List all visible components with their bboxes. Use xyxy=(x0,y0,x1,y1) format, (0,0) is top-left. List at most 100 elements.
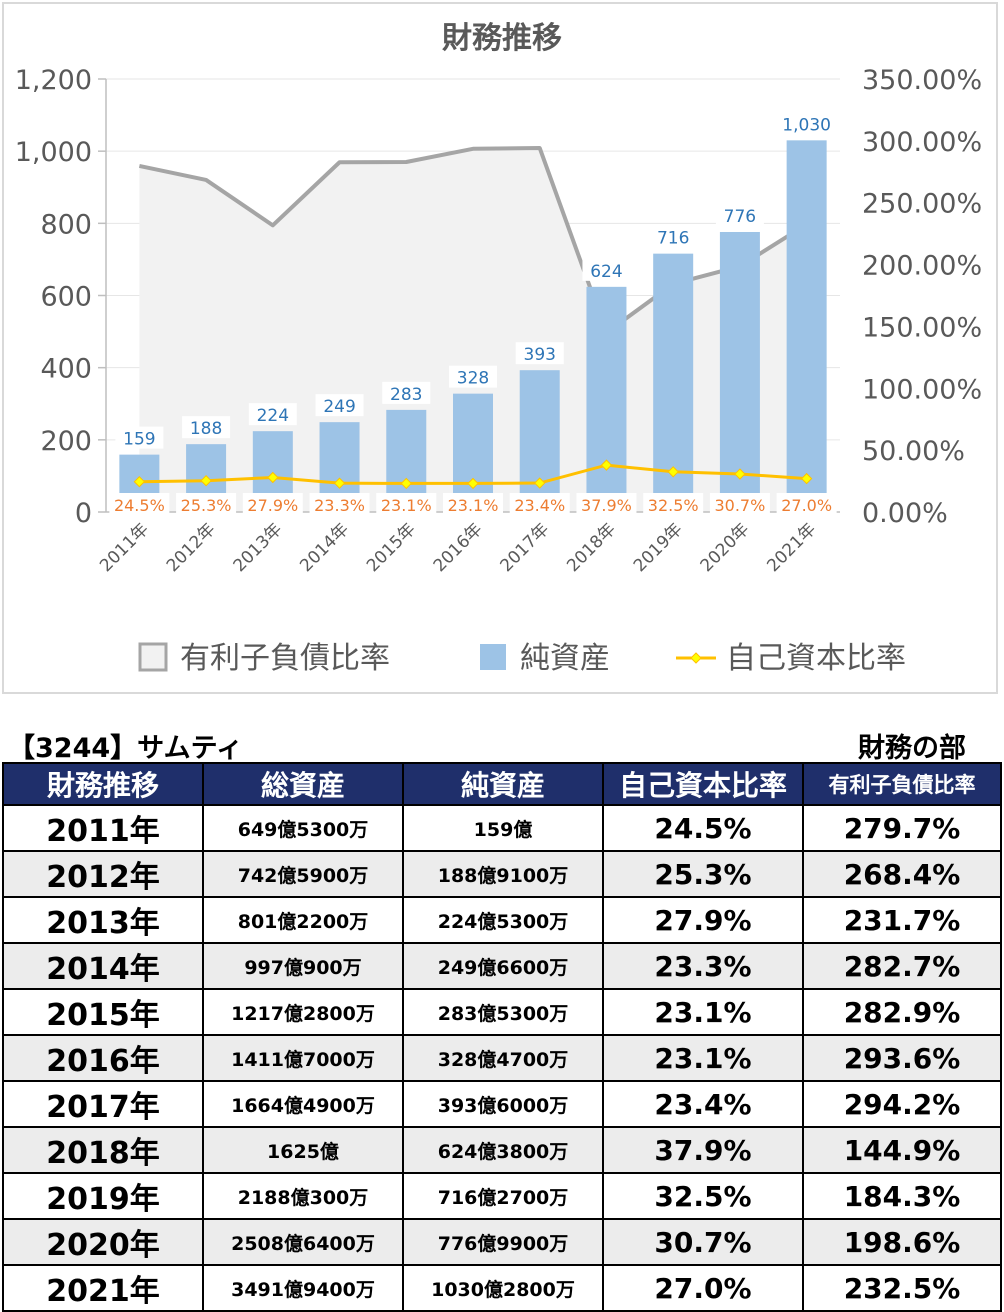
header-net-assets: 純資産 xyxy=(402,762,604,806)
cell-year: 2017年 xyxy=(2,1080,204,1128)
line-label: 27.9% xyxy=(247,496,298,515)
cell-equity-ratio: 23.3% xyxy=(602,942,804,990)
line-label-bg xyxy=(176,493,237,516)
line-label: 25.3% xyxy=(181,496,232,515)
cell-debt-ratio: 231.7% xyxy=(802,896,1002,944)
cell-year: 2015年 xyxy=(2,988,204,1036)
line-label: 27.0% xyxy=(781,496,832,515)
bar-net-assets xyxy=(786,140,827,512)
cell-total-assets: 801億2200万 xyxy=(202,896,404,944)
cell-debt-ratio: 293.6% xyxy=(802,1034,1002,1082)
cell-equity-ratio: 37.9% xyxy=(602,1126,804,1174)
bar-label: 283 xyxy=(390,385,422,405)
table-row: 2012年 742億5900万 188億9100万 25.3% 268.4% xyxy=(2,850,1002,898)
cell-net-assets: 393億6000万 xyxy=(402,1080,604,1128)
line-label-bg xyxy=(309,493,370,516)
y-left-tick-label: 0 xyxy=(75,498,92,529)
bar-label: 328 xyxy=(457,369,489,389)
table-row: 2015年 1217億2800万 283億5300万 23.1% 282.9% xyxy=(2,988,1002,1036)
cell-net-assets: 283億5300万 xyxy=(402,988,604,1036)
cell-total-assets: 2188億300万 xyxy=(202,1172,404,1220)
bar-label-bg xyxy=(782,112,831,135)
line-label: 23.1% xyxy=(381,496,432,515)
line-marker xyxy=(400,477,412,490)
y-right-tick-label: 200.00% xyxy=(862,251,982,282)
y-left-tick-label: 200 xyxy=(40,426,92,457)
cell-year: 2018年 xyxy=(2,1126,204,1174)
table-row: 2017年 1664億4900万 393億6000万 23.4% 294.2% xyxy=(2,1080,1002,1128)
line-label-bg xyxy=(509,493,570,516)
chart-title: 財務推移 xyxy=(442,21,562,56)
header-period: 財務推移 xyxy=(2,762,204,806)
table-header-row: 財務推移 総資産 純資産 自己資本比率 有利子負債比率 xyxy=(2,762,1002,806)
legend-marker-equity-ratio xyxy=(690,652,702,664)
line-label-bg xyxy=(643,493,704,516)
line-label: 23.4% xyxy=(514,496,565,515)
bar-label-bg xyxy=(715,203,764,226)
cell-net-assets: 776億9900万 xyxy=(402,1218,604,1266)
cell-net-assets: 249億6600万 xyxy=(402,942,604,990)
cell-total-assets: 1625億 xyxy=(202,1126,404,1174)
y-left-tick-label: 600 xyxy=(40,282,92,313)
legend-label-debt-ratio: 有利子負債比率 xyxy=(180,641,390,676)
x-tick-label: 2019年 xyxy=(630,519,687,576)
financial-table: 財務推移 総資産 純資産 自己資本比率 有利子負債比率 2011年 649億530… xyxy=(2,762,1002,1312)
table-subtitle: 財務の部 xyxy=(858,733,966,764)
line-label-bg xyxy=(709,493,770,516)
line-label: 23.1% xyxy=(448,496,499,515)
x-tick-label: 2021年 xyxy=(763,519,820,576)
legend-swatch-debt-ratio xyxy=(138,642,168,672)
y-left-tick-label: 1,000 xyxy=(15,137,92,168)
bar-label-bg xyxy=(515,342,564,365)
bar-net-assets xyxy=(719,231,760,512)
y-right-tick-label: 100.00% xyxy=(862,374,982,405)
y-left-tick-label: 800 xyxy=(40,209,92,240)
bar-label: 716 xyxy=(657,229,689,249)
bar-label: 188 xyxy=(190,419,222,439)
legend-swatch-net-assets xyxy=(480,644,506,670)
cell-debt-ratio: 144.9% xyxy=(802,1126,1002,1174)
cell-year: 2013年 xyxy=(2,896,204,944)
cell-year: 2012年 xyxy=(2,850,204,898)
line-marker xyxy=(200,474,212,487)
cell-debt-ratio: 282.9% xyxy=(802,988,1002,1036)
line-label-bg xyxy=(576,493,637,516)
cell-net-assets: 716億2700万 xyxy=(402,1172,604,1220)
y-right-tick-label: 250.00% xyxy=(862,189,982,220)
table-row: 2021年 3491億9400万 1030億2800万 27.0% 232.5% xyxy=(2,1264,1002,1312)
cell-equity-ratio: 25.3% xyxy=(602,850,804,898)
bar-label-bg xyxy=(248,403,297,426)
x-tick-label: 2011年 xyxy=(96,519,153,576)
cell-total-assets: 997億900万 xyxy=(202,942,404,990)
y-right-tick-label: 150.00% xyxy=(862,312,982,343)
x-tick-label: 2016年 xyxy=(430,519,487,576)
cell-debt-ratio: 294.2% xyxy=(802,1080,1002,1128)
bar-label-bg xyxy=(382,381,431,404)
cell-debt-ratio: 268.4% xyxy=(802,850,1002,898)
bar-label-bg xyxy=(582,258,631,281)
x-tick-label: 2012年 xyxy=(163,519,220,576)
y-left-tick-label: 1,200 xyxy=(15,65,92,96)
line-marker xyxy=(600,459,613,471)
cell-year: 2021年 xyxy=(2,1264,204,1312)
line-marker xyxy=(133,475,146,488)
bar-label: 1,030 xyxy=(782,115,831,135)
bar-label-bg xyxy=(115,426,164,449)
line-label: 32.5% xyxy=(648,496,699,515)
cell-equity-ratio: 27.9% xyxy=(602,896,804,944)
y-right-tick-label: 300.00% xyxy=(862,127,982,158)
cell-equity-ratio: 32.5% xyxy=(602,1172,804,1220)
bar-label: 393 xyxy=(524,345,556,365)
x-tick-label: 2020年 xyxy=(697,519,754,576)
area-debt-ratio xyxy=(139,148,807,512)
x-tick-label: 2017年 xyxy=(497,519,554,576)
line-marker xyxy=(333,477,346,489)
chart-frame: 財務推移 0 200 400 600 800 1,000 1,200 0.00% 50.00% 10… xyxy=(2,2,998,694)
y-right-tick-label: 350.00% xyxy=(862,65,982,96)
cell-total-assets: 1217億2800万 xyxy=(202,988,404,1036)
line-label-bg xyxy=(776,493,837,516)
cell-equity-ratio: 27.0% xyxy=(602,1264,804,1312)
bar-net-assets xyxy=(519,370,560,512)
cell-year: 2020年 xyxy=(2,1218,204,1266)
line-marker xyxy=(667,466,679,478)
